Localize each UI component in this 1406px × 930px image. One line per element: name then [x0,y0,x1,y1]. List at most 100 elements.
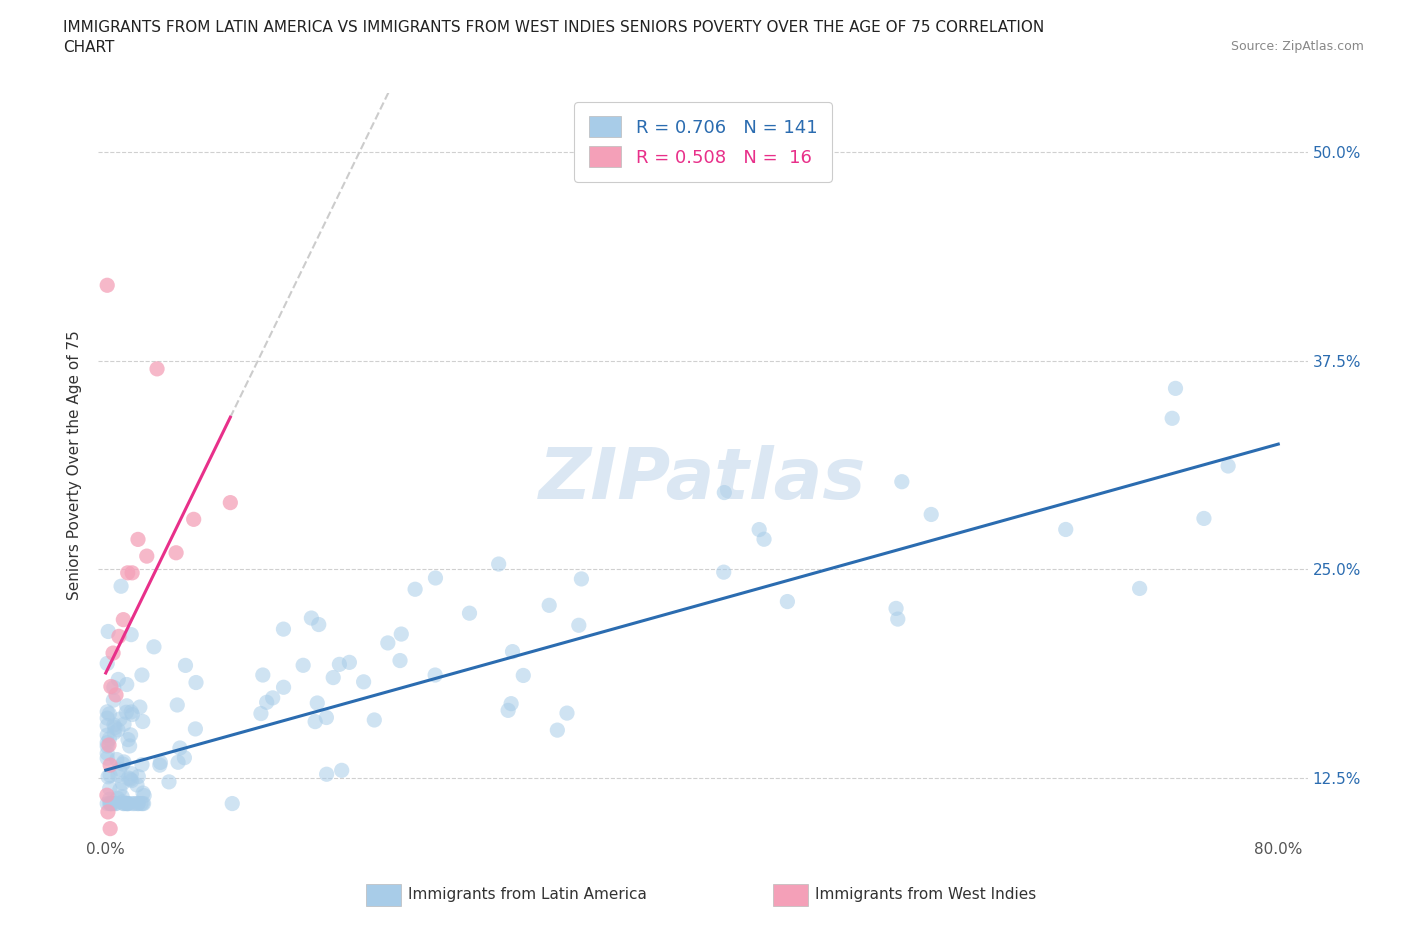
Point [112,796,135,811]
Point [174,658,197,672]
Point [112,754,135,769]
Point [169,740,191,755]
Point [103,718,125,733]
Text: Immigrants from West Indies: Immigrants from West Indies [815,887,1036,902]
Point [121,565,143,580]
Point [98,781,121,796]
Point [501,697,523,711]
Point [920,507,942,522]
Point [103,725,125,740]
Text: IMMIGRANTS FROM LATIN AMERICA VS IMMIGRANTS FROM WEST INDIES SENIORS POVERTY OVE: IMMIGRANTS FROM LATIN AMERICA VS IMMIGRA… [63,20,1045,35]
Point [120,627,142,642]
Point [425,570,447,585]
Point [120,705,142,720]
Point [713,485,735,500]
Point [363,712,385,727]
Point [121,773,143,788]
Point [315,767,337,782]
Point [752,532,775,547]
Point [315,711,337,725]
Point [120,727,142,742]
Point [389,627,412,642]
Point [129,796,152,811]
Point [146,362,169,377]
Point [108,782,131,797]
Point [142,640,165,655]
Point [111,794,134,809]
Point [502,644,524,659]
Point [157,775,180,790]
Point [127,532,149,547]
Point [262,690,284,705]
Point [713,565,735,579]
Point [127,796,149,811]
Point [1216,458,1239,473]
Point [108,629,131,644]
Point [105,752,128,767]
Point [98,796,121,811]
Point [108,762,131,777]
Point [538,598,561,613]
Point [121,796,143,811]
Point [98,791,121,806]
Point [131,668,153,683]
Point [127,769,149,784]
Point [127,796,149,811]
Point [568,618,591,632]
Point [149,755,172,770]
Point [307,696,329,711]
Point [1054,522,1077,537]
Point [107,723,129,737]
Point [103,680,125,695]
Point [423,668,446,683]
Point [101,645,124,660]
Point [98,707,121,722]
Point [96,738,118,753]
Point [330,763,353,777]
Point [292,658,315,672]
Point [377,635,399,650]
Point [115,705,138,720]
Point [512,668,534,683]
Point [104,796,127,811]
Point [107,672,129,687]
Point [98,758,121,773]
Point [221,796,243,811]
Point [496,703,519,718]
Point [273,621,295,636]
Point [120,772,142,787]
Point [115,677,138,692]
Point [299,611,322,626]
Text: Immigrants from Latin America: Immigrants from Latin America [408,887,647,902]
Point [120,766,142,781]
Point [107,790,129,805]
Point [117,796,139,811]
Point [97,804,120,819]
Point [104,796,127,811]
Point [546,723,568,737]
Point [96,746,118,761]
Point [96,711,118,725]
Point [110,578,132,593]
Point [100,679,122,694]
Point [776,594,799,609]
Point [184,722,207,737]
Point [125,777,148,792]
Point [887,612,910,627]
Point [111,790,134,804]
Point [104,720,127,735]
Point [1161,411,1184,426]
Point [96,718,118,733]
Text: ZIPatlas: ZIPatlas [540,445,866,514]
Point [131,796,153,811]
Point [117,771,139,786]
Point [96,656,118,671]
Y-axis label: Seniors Poverty Over the Age of 75: Seniors Poverty Over the Age of 75 [67,330,83,600]
Point [353,674,375,689]
Point [103,693,125,708]
Point [149,758,172,773]
Point [115,796,138,811]
Point [167,755,190,770]
Point [884,601,907,616]
Point [389,653,412,668]
